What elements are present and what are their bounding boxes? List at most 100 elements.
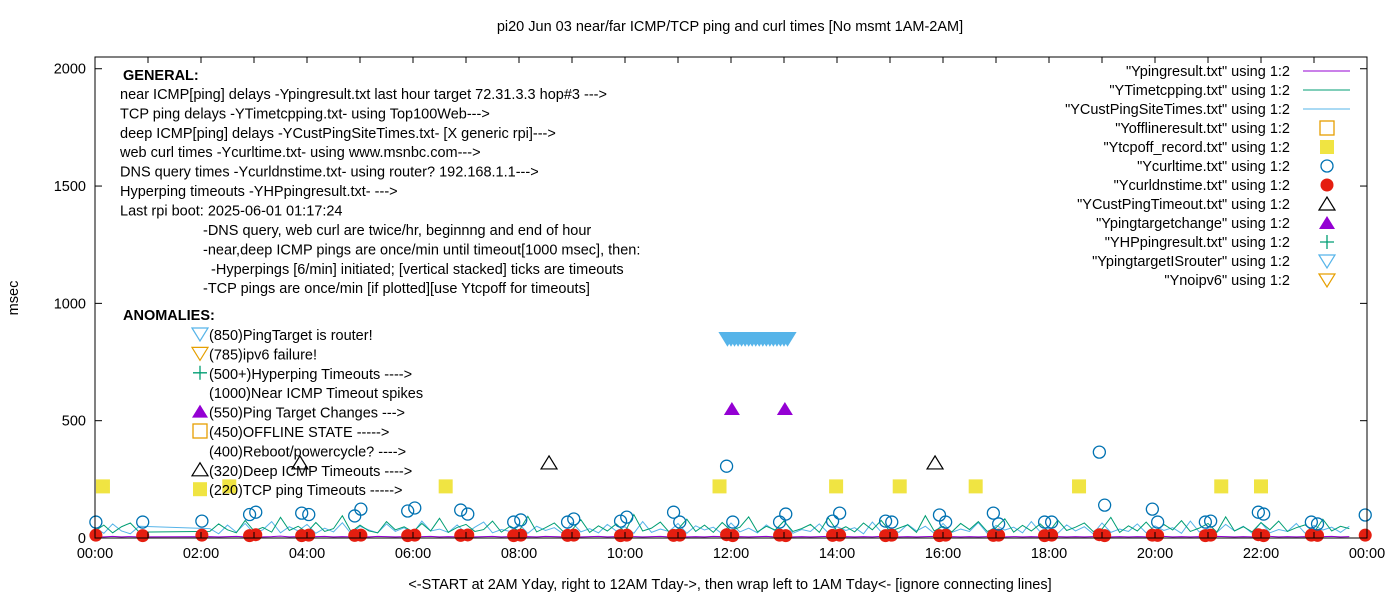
x-tick-label: 20:00 bbox=[1137, 546, 1173, 562]
y-tick-label: 1500 bbox=[54, 179, 86, 195]
legend-symbol bbox=[1319, 216, 1335, 229]
x-tick-label: 00:00 bbox=[77, 546, 113, 562]
legend-label: "Ycurltime.txt" using 1:2 bbox=[1137, 159, 1290, 175]
curl-time-marker bbox=[1257, 507, 1271, 521]
legend-label: "YHPpingresult.txt" using 1:2 bbox=[1105, 235, 1290, 251]
curl-time-marker bbox=[1198, 515, 1212, 529]
general-line: DNS query times -Ycurldnstime.txt- using… bbox=[120, 165, 539, 181]
curl-time-marker bbox=[242, 507, 257, 522]
legend-label: "Ycurldnstime.txt" using 1:2 bbox=[1114, 178, 1290, 194]
curl-time-marker bbox=[249, 505, 263, 519]
anomaly-line: (550)Ping Target Changes ---> bbox=[209, 406, 405, 422]
x-tick-label: 02:00 bbox=[183, 546, 219, 562]
anomaly-line: (450)OFFLINE STATE -----> bbox=[209, 425, 389, 441]
anomalies-title: ANOMALIES: bbox=[123, 308, 215, 324]
x-tick-label: 00:00 bbox=[1349, 546, 1385, 562]
general-line: web curl times -Ycurltime.txt- using www… bbox=[119, 145, 481, 161]
dns-time-marker bbox=[992, 528, 1006, 542]
curl-time-marker bbox=[136, 515, 150, 529]
anomaly-line: (220)TCP ping Timeouts -----> bbox=[209, 483, 403, 499]
dns-time-marker bbox=[136, 529, 150, 543]
curl-time-marker bbox=[1151, 515, 1165, 529]
dns-time-marker bbox=[1098, 529, 1112, 543]
anomaly-line: (400)Reboot/powercycle? ----> bbox=[209, 444, 406, 460]
legend-symbol bbox=[1320, 178, 1334, 192]
curl-time-marker bbox=[295, 506, 309, 520]
general-line: TCP ping delays -YTimetcpping.txt- using… bbox=[120, 106, 490, 122]
curl-time-marker bbox=[348, 509, 362, 523]
pingtarget-change-marker bbox=[776, 401, 793, 415]
curl-time-marker bbox=[620, 510, 634, 524]
curl-time-marker bbox=[1045, 515, 1059, 529]
dns-time-marker bbox=[1151, 528, 1165, 542]
dns-time-marker bbox=[1257, 529, 1271, 543]
y-axis-label: msec bbox=[6, 281, 22, 316]
anomaly-line: (320)Deep ICMP Timeouts ----> bbox=[209, 464, 412, 480]
dns-time-marker bbox=[1204, 528, 1218, 542]
curl-time-marker bbox=[719, 459, 734, 473]
note-line: -Hyperpings [6/min] initiated; [vertical… bbox=[203, 262, 624, 278]
legend-label: "Ypingtargetchange" using 1:2 bbox=[1096, 216, 1290, 232]
curl-time-marker bbox=[1310, 517, 1325, 531]
general-line: deep ICMP[ping] delays -YCustPingSiteTim… bbox=[120, 126, 556, 142]
tcpoff-marker bbox=[829, 479, 844, 494]
data-layer bbox=[89, 331, 1372, 543]
dns-time-marker bbox=[726, 529, 740, 543]
anomaly-line: (850)PingTarget is router! bbox=[209, 328, 373, 344]
tcpoff-marker bbox=[968, 479, 983, 494]
curl-time-marker bbox=[666, 505, 681, 519]
anomaly-symbol bbox=[193, 365, 207, 380]
chart-title: pi20 Jun 03 near/far ICMP/TCP ping and c… bbox=[497, 19, 963, 35]
x-tick-label: 04:00 bbox=[289, 546, 325, 562]
curl-time-marker bbox=[1204, 514, 1218, 528]
annotations: GENERAL: near ICMP[ping] delays -Ypingres… bbox=[119, 68, 640, 499]
legend-label: "YpingtargetISrouter" using 1:2 bbox=[1092, 254, 1290, 270]
anomaly-line: (1000)Near ICMP Timeout spikes bbox=[209, 386, 423, 402]
anomaly-symbol bbox=[190, 327, 210, 343]
legend-symbol bbox=[1320, 140, 1334, 154]
pingtarget-router-marker bbox=[778, 331, 797, 347]
legend-label: "Ypingresult.txt" using 1:2 bbox=[1126, 64, 1290, 80]
curl-time-marker bbox=[560, 515, 575, 529]
curl-time-marker bbox=[932, 508, 947, 522]
x-tick-label: 16:00 bbox=[925, 546, 961, 562]
curl-time-marker bbox=[878, 514, 893, 528]
legend-symbol bbox=[1317, 273, 1337, 289]
legend-symbol bbox=[1320, 235, 1334, 249]
anomaly-symbol bbox=[190, 346, 210, 362]
anomaly-symbol bbox=[193, 482, 207, 497]
curl-time-marker bbox=[195, 514, 209, 528]
x-tick-label: 22:00 bbox=[1243, 546, 1279, 562]
curl-time-marker bbox=[833, 506, 847, 520]
curl-time-marker bbox=[567, 512, 581, 526]
note-line: -near,deep ICMP pings are once/min until… bbox=[203, 242, 640, 258]
curl-time-marker bbox=[507, 515, 521, 529]
dns-time-marker bbox=[567, 528, 581, 542]
dns-time-marker bbox=[1045, 528, 1059, 542]
dns-time-marker bbox=[673, 528, 687, 542]
anomaly-symbol bbox=[190, 461, 210, 477]
legend-symbol bbox=[1317, 195, 1337, 211]
dns-time-marker bbox=[1358, 528, 1372, 542]
curl-time-marker bbox=[992, 517, 1006, 531]
dns-time-marker bbox=[354, 528, 368, 542]
y-tick-label: 0 bbox=[78, 531, 86, 547]
dns-time-marker bbox=[833, 528, 847, 542]
legend-label: "Ytcpoff_record.txt" using 1:2 bbox=[1103, 140, 1290, 156]
tcpoff-marker bbox=[1072, 479, 1087, 494]
general-line: Last rpi boot: 2025-06-01 01:17:24 bbox=[120, 203, 343, 219]
curl-time-marker bbox=[1251, 505, 1265, 519]
dns-time-marker bbox=[461, 528, 475, 542]
legend-label: "Yofflineresult.txt" using 1:2 bbox=[1115, 121, 1290, 137]
dns-time-marker bbox=[779, 529, 793, 543]
custping-timeout-marker bbox=[539, 454, 559, 470]
anomaly-symbol bbox=[192, 423, 208, 439]
curl-time-marker bbox=[302, 507, 316, 522]
y-tick-label: 1000 bbox=[54, 296, 86, 312]
tcpoff-marker bbox=[712, 479, 727, 494]
y-tick-label: 2000 bbox=[54, 62, 86, 78]
custping-timeout-marker bbox=[290, 454, 310, 470]
tcpoff-marker bbox=[438, 479, 453, 494]
tcpoff-marker bbox=[1254, 479, 1268, 494]
